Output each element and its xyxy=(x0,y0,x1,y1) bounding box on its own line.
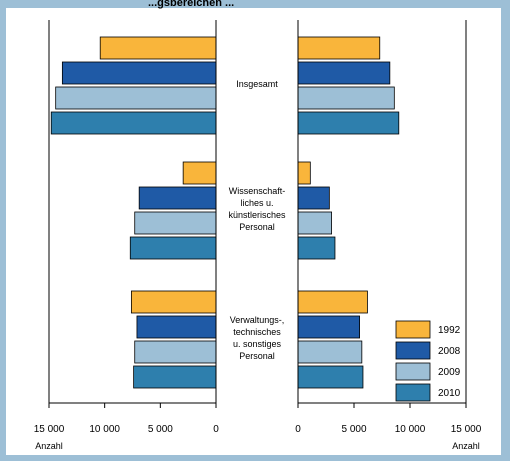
bar-left-2008-cat0 xyxy=(61,61,217,85)
bar-left-1992-cat0 xyxy=(99,36,217,60)
legend-label-1992: 1992 xyxy=(438,325,461,336)
left-tick-label: 5 000 xyxy=(148,424,173,435)
left-tick-label: 10 000 xyxy=(89,424,120,435)
bar-left-2008-cat1 xyxy=(138,186,217,210)
category-label-2: Verwaltungs-, technisches u. sonstiges Pers… xyxy=(230,315,285,361)
bar-left-2010-cat0 xyxy=(50,111,217,135)
right-tick-label: 0 xyxy=(295,424,301,435)
bar-right-2008-cat0 xyxy=(297,61,391,85)
bar-left-2009-cat0 xyxy=(55,86,217,110)
bar-right-2009-cat2 xyxy=(297,340,363,364)
category-label-1: Wissenschaft-liches u. künstlerisches Pers… xyxy=(228,186,286,232)
legend-label-2010: 2010 xyxy=(438,388,461,399)
legend-swatch-2010 xyxy=(395,383,431,402)
right-tick-label: 15 000 xyxy=(451,424,482,435)
category-label-0: Insgesamt xyxy=(236,79,278,89)
legend-swatch-2008 xyxy=(395,341,431,360)
bar-right-1992-cat1 xyxy=(297,161,311,185)
bar-right-1992-cat2 xyxy=(297,290,368,314)
bar-left-2010-cat1 xyxy=(129,236,217,260)
figure-title-fragment: ...gsbereichen ... xyxy=(148,0,234,9)
right-tick-label: 10 000 xyxy=(395,424,426,435)
left-axis-label: Anzahl xyxy=(35,441,63,451)
bar-left-2009-cat1 xyxy=(134,211,217,235)
bar-right-2010-cat1 xyxy=(297,236,336,260)
bar-right-2010-cat0 xyxy=(297,111,400,135)
legend-label-2009: 2009 xyxy=(438,367,461,378)
legend-label-2008: 2008 xyxy=(438,346,461,357)
bar-right-2008-cat2 xyxy=(297,315,360,339)
bar-left-2008-cat2 xyxy=(136,315,217,339)
legend-swatch-1992 xyxy=(395,320,431,339)
right-axis-label: Anzahl xyxy=(452,441,480,451)
bar-right-2010-cat2 xyxy=(297,365,364,389)
bar-right-1992-cat0 xyxy=(297,36,381,60)
legend-swatch-2009 xyxy=(395,362,431,381)
left-tick-label: 15 000 xyxy=(34,424,65,435)
bar-right-2009-cat1 xyxy=(297,211,332,235)
bar-left-1992-cat1 xyxy=(182,161,217,185)
bar-right-2008-cat1 xyxy=(297,186,330,210)
bar-right-2009-cat0 xyxy=(297,86,395,110)
bar-left-2009-cat2 xyxy=(134,340,217,364)
left-tick-label: 0 xyxy=(213,424,219,435)
bar-left-1992-cat2 xyxy=(130,290,217,314)
right-tick-label: 5 000 xyxy=(341,424,366,435)
bar-left-2010-cat2 xyxy=(133,365,217,389)
